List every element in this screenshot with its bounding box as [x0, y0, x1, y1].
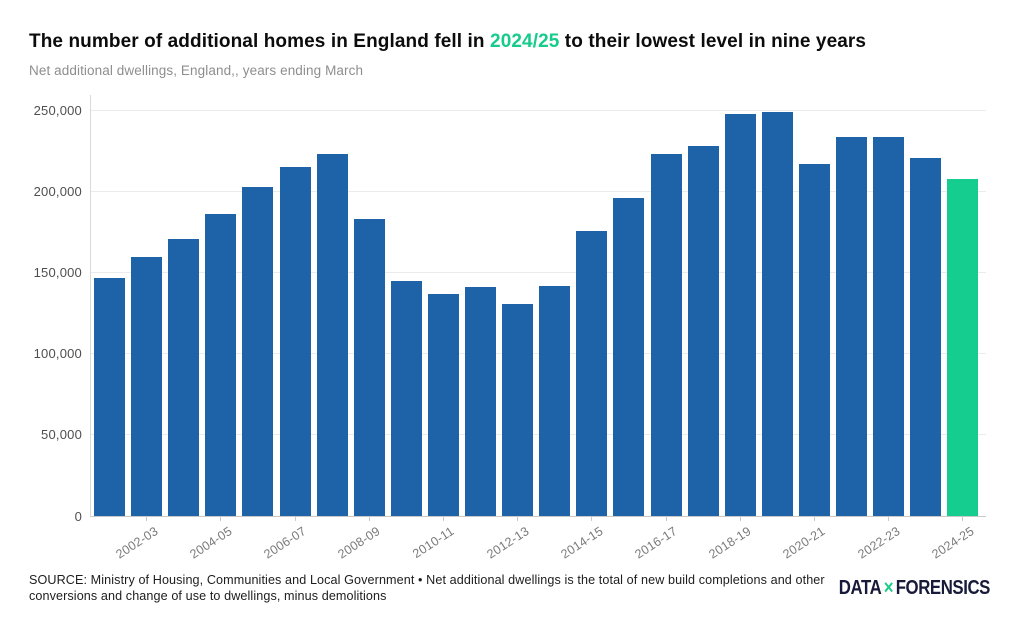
- y-axis-label: 250,000: [33, 103, 82, 119]
- x-axis-tick: [665, 516, 667, 521]
- brand-logo-x-icon: ×: [883, 577, 894, 599]
- gridline-250,000: [91, 109, 986, 111]
- bar-2008-09[interactable]: [353, 219, 385, 516]
- y-axis-label: 150,000: [33, 265, 82, 281]
- bar-2022-23[interactable]: [873, 136, 905, 516]
- chart-subtitle: Net additional dwellings, England,, year…: [29, 62, 364, 78]
- bar-2021-22[interactable]: [836, 136, 867, 516]
- y-axis-label: 0: [74, 508, 82, 524]
- bar-2018-19[interactable]: [724, 113, 756, 516]
- bar-2011-12[interactable]: [465, 287, 496, 516]
- x-axis-label-2024-25: 2024-25: [929, 524, 977, 562]
- bar-2003-04[interactable]: [168, 238, 200, 516]
- gridline-50,000: [91, 433, 986, 435]
- bar-2023-24[interactable]: [910, 157, 942, 516]
- bar-2007-08[interactable]: [316, 154, 348, 516]
- x-axis-tick: [888, 516, 890, 521]
- x-axis-tick: [813, 516, 815, 521]
- bar-2016-17[interactable]: [650, 154, 682, 516]
- bar-2012-13[interactable]: [502, 303, 534, 516]
- x-axis-tick: [591, 516, 593, 521]
- x-axis-tick: [962, 516, 964, 521]
- plot-area: 2002-03 2004-05 2006-07 2008-09 2010-11 2012-…: [90, 95, 986, 561]
- chart-title-highlight: 2024/25: [490, 31, 560, 52]
- gridline-150,000: [91, 271, 986, 273]
- y-axis-label: 50,000: [41, 427, 82, 443]
- x-axis-tick: [220, 516, 222, 521]
- y-axis-label: 200,000: [33, 184, 82, 200]
- bar-2001-02[interactable]: [94, 277, 125, 516]
- bar-2020-21[interactable]: [798, 164, 830, 516]
- chart-title-prefix: The number of additional homes in Englan…: [29, 31, 491, 52]
- chart-header: The number of additional homes in Englan…: [29, 30, 989, 78]
- brand-logo: DATA × FORENSICS: [838, 577, 991, 600]
- brand-logo-forensics: FORENSICS: [895, 577, 991, 599]
- bar-2002-03[interactable]: [131, 256, 163, 516]
- bar-2019-20[interactable]: [761, 112, 793, 516]
- bar-2006-07[interactable]: [279, 167, 311, 516]
- y-axis-label: 100,000: [33, 346, 82, 362]
- bar-2010-11[interactable]: [427, 293, 459, 516]
- bar-2015-16[interactable]: [613, 198, 645, 516]
- x-axis-tick: [368, 516, 370, 521]
- x-axis-tick: [739, 516, 741, 521]
- brand-logo-data: DATA: [838, 577, 882, 599]
- x-axis-tick: [442, 516, 444, 521]
- bar-2024-25[interactable]: [947, 178, 979, 516]
- bar-2004-05[interactable]: [205, 214, 237, 516]
- bar-2013-14[interactable]: [539, 285, 571, 516]
- bar-2009-10[interactable]: [390, 280, 422, 516]
- gridline-200,000: [91, 190, 986, 192]
- x-axis-tick: [294, 516, 296, 521]
- bar-2014-15[interactable]: [576, 230, 608, 516]
- bar-2005-06[interactable]: [242, 186, 274, 516]
- y-axis: 0 50,000 100,000 150,000 200,000 250,000: [0, 95, 82, 523]
- x-axis-tick: [517, 516, 519, 521]
- gridline-100,000: [91, 352, 986, 354]
- bar-2017-18[interactable]: [687, 146, 719, 516]
- source-note: SOURCE: Ministry of Housing, Communities…: [29, 573, 825, 604]
- chart-title: The number of additional homes in Englan…: [29, 30, 989, 54]
- x-axis-tick: [146, 516, 148, 521]
- chart-title-suffix: to their lowest level in nine years: [559, 31, 867, 52]
